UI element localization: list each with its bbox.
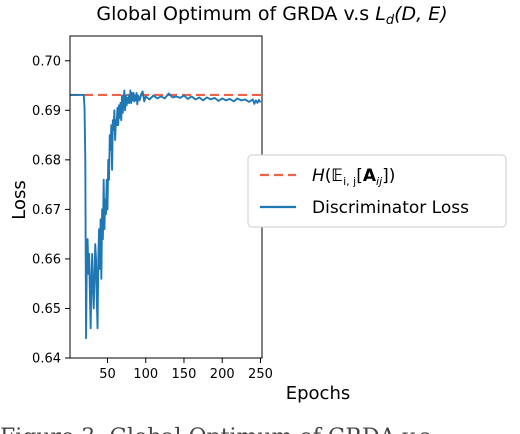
plot-frame bbox=[69, 35, 263, 359]
chart-title: Global Optimum of GRDA v.s Ld(D, E) bbox=[96, 3, 447, 28]
series-line-discriminator-loss bbox=[70, 89, 262, 340]
legend-label-reference: H(𝔼i, j[Aij]) bbox=[312, 166, 395, 188]
y-tick-label: 0.68 bbox=[32, 153, 61, 168]
y-axis: 0.64 0.65 0.66 0.67 0.68 0.69 0.70 bbox=[32, 54, 70, 367]
x-tick-label: 100 bbox=[133, 367, 158, 382]
x-tick-label: 50 bbox=[99, 367, 116, 382]
y-tick-label: 0.70 bbox=[32, 54, 61, 69]
y-tick-label: 0.66 bbox=[32, 252, 61, 267]
y-axis-title: Loss bbox=[9, 180, 30, 219]
x-tick-label: 150 bbox=[172, 367, 197, 382]
x-axis: 50 100 150 200 250 bbox=[99, 358, 273, 382]
y-tick-label: 0.64 bbox=[32, 352, 61, 367]
figure-caption: Figure 3: Global Optimum of GRDA v.s bbox=[0, 425, 431, 434]
legend-box bbox=[247, 154, 507, 228]
plot-area bbox=[70, 36, 262, 358]
x-tick-label: 200 bbox=[210, 367, 235, 382]
legend: H(𝔼i, j[Aij]) Discriminator Loss bbox=[247, 154, 507, 228]
legend-label-series: Discriminator Loss bbox=[312, 198, 469, 218]
y-tick-label: 0.65 bbox=[32, 302, 61, 317]
y-tick-label: 0.69 bbox=[32, 104, 61, 119]
x-tick-label: 250 bbox=[248, 367, 273, 382]
y-tick-label: 0.67 bbox=[32, 203, 61, 218]
x-axis-title: Epochs bbox=[286, 383, 351, 404]
